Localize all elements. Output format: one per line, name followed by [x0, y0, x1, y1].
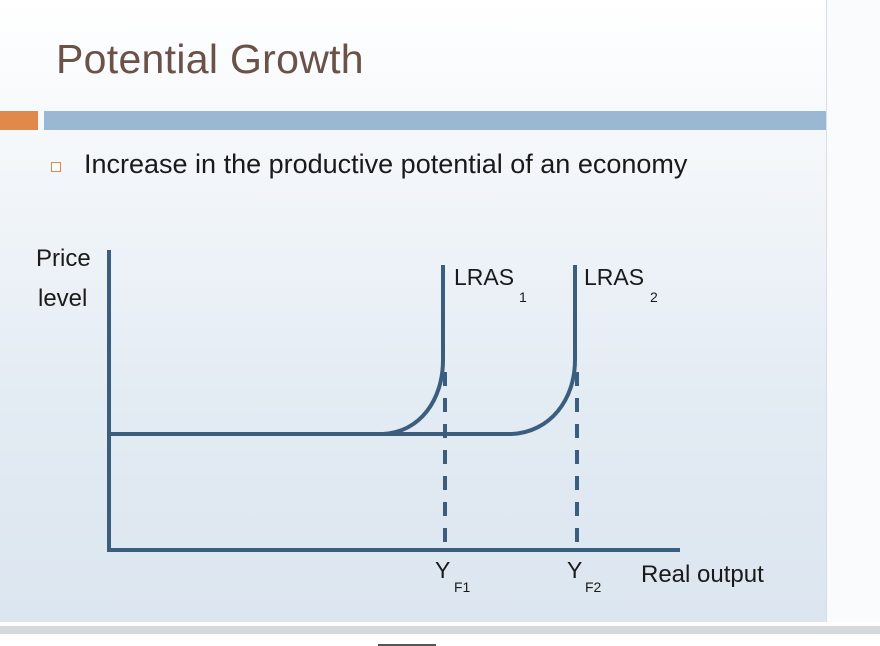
yf1-label: Y [435, 557, 450, 583]
lras2-label: LRAS [584, 264, 644, 290]
bullet-square-icon [51, 162, 61, 172]
bullet-text: Increase in the productive potential of … [84, 149, 688, 179]
slide-scroll-bar[interactable] [0, 626, 880, 634]
slide-border [826, 0, 827, 622]
lras-diagram: Price level Real output LRAS 1 LRAS 2 Y … [36, 245, 764, 595]
lras2-curve [511, 265, 577, 436]
lras1-label: LRAS [454, 264, 514, 290]
y-axis-label-line1: Price [36, 245, 91, 272]
editor-margin [827, 0, 880, 622]
lras1-subscript: 1 [519, 289, 527, 305]
yf2-label: Y [567, 557, 582, 583]
y-axis-label-line2: level [38, 285, 87, 312]
slide-scroll-thumb[interactable] [378, 644, 436, 646]
x-axis-label: Real output [641, 561, 764, 588]
slide-background [0, 0, 826, 622]
accent-bar-blue [44, 111, 826, 130]
lras1-curve [382, 265, 445, 436]
yf1-subscript: F1 [454, 579, 471, 595]
slide-title: Potential Growth [56, 36, 364, 82]
accent-bar-orange [0, 111, 38, 130]
lras2-subscript: 2 [650, 289, 658, 305]
yf2-subscript: F2 [585, 579, 602, 595]
